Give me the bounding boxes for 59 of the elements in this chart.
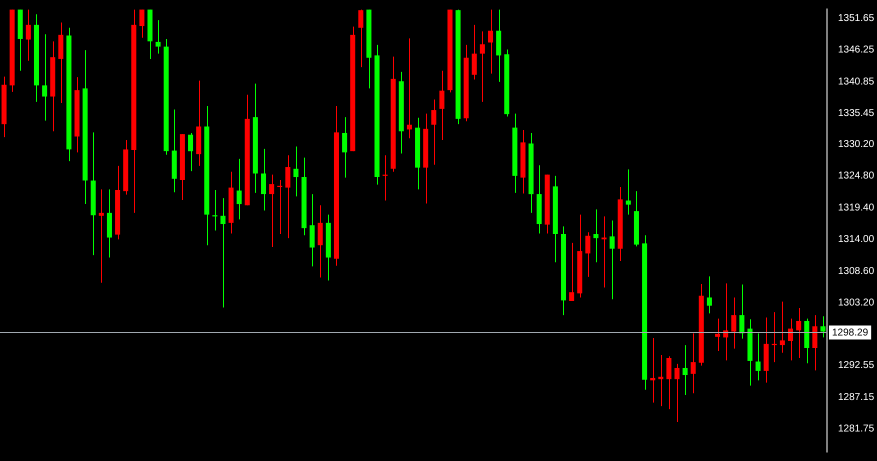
candlestick: [650, 338, 656, 404]
candlestick: [488, 9, 494, 74]
candlestick: [820, 316, 826, 338]
candlestick: [342, 116, 348, 178]
candlestick: [585, 232, 590, 278]
candlestick: [431, 98, 436, 166]
candlestick: [310, 194, 315, 267]
candlestick: [382, 154, 388, 202]
candlestick: [285, 154, 290, 239]
candlestick: [269, 174, 274, 248]
ref-line-label: 1298.29: [832, 327, 869, 338]
y-tick-label: 1340.85: [838, 76, 875, 88]
candlestick: [260, 148, 266, 212]
candlestick: [602, 216, 607, 288]
y-tick-label: 1351.65: [838, 12, 875, 24]
y-tick-label: 1324.80: [838, 170, 875, 182]
y-tick-label: 1335.45: [838, 108, 875, 120]
candlestick: [293, 146, 298, 197]
y-tick-label: 1303.20: [838, 298, 875, 309]
y-tick-label: 1314.00: [838, 234, 875, 246]
candlestick: [439, 70, 444, 141]
y-tick-label: 1292.55: [838, 360, 875, 372]
candlestick: [318, 204, 323, 278]
candlestick: [42, 34, 48, 122]
candlestick: [212, 189, 218, 231]
candlestick: [188, 132, 194, 172]
candlestick: [406, 38, 412, 139]
candlestick: [674, 363, 680, 423]
candlestick: [626, 168, 631, 216]
candlestick: [796, 308, 802, 358]
candlestick: [236, 158, 242, 220]
candlestick: [156, 20, 161, 54]
y-tick-label: 1346.25: [838, 44, 875, 56]
y-tick-label: 1330.20: [838, 138, 875, 150]
candlestick: [731, 296, 736, 350]
candlestick: [220, 198, 226, 308]
candlestick: [812, 314, 818, 371]
y-tick-label: 1287.15: [838, 392, 875, 403]
candlestick: [610, 220, 615, 300]
candlestick: [26, 9, 31, 62]
candlestick: [480, 30, 485, 102]
candlestick: [788, 318, 794, 361]
candlestick: [739, 284, 744, 340]
candlestick: [569, 242, 574, 302]
candlestick: [780, 301, 785, 354]
candlestick: [706, 276, 712, 314]
candlestick: [139, 9, 144, 38]
y-tick-label: 1319.40: [838, 202, 875, 214]
candlestick: [682, 344, 688, 396]
candlestick: [472, 24, 477, 80]
candlestick: [666, 356, 672, 410]
candlestick: [715, 318, 720, 352]
candlestick: [690, 332, 696, 394]
y-tick-label: 1308.60: [838, 266, 875, 277]
candlestick: [593, 208, 598, 263]
candlestick: [98, 188, 104, 284]
y-tick-label: 1281.75: [838, 424, 875, 435]
candlestick: [756, 332, 761, 381]
candlestick: [358, 9, 364, 68]
